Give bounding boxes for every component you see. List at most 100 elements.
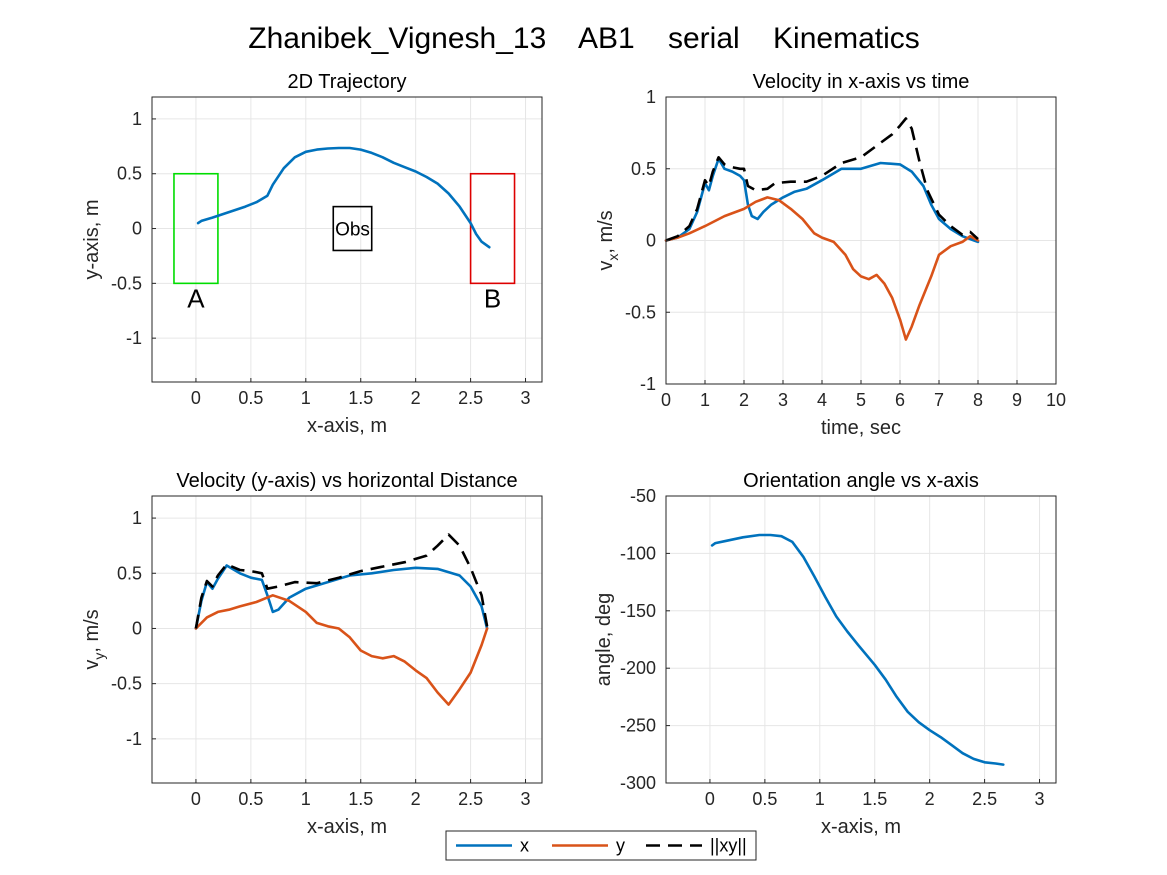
x-tick-label: 2 — [411, 789, 421, 809]
y-tick-label: -0.5 — [625, 302, 656, 322]
chart-vy-distance: 0 0.5 1 1.5 2 2.5 3 -1 -0.5 0 0.5 1 Velocity (y-axis… — [81, 470, 543, 838]
series-x-line — [664, 157, 980, 244]
series-y-line — [194, 594, 489, 706]
x-tick-label: 1 — [815, 789, 825, 809]
x-tick-label: 1 — [301, 388, 311, 408]
chart-vx-time: 0 1 2 3 4 5 6 7 8 9 10 -1 -0.5 0 0.5 1 Velocity in x-axi… — [595, 71, 1066, 439]
x-tick-label: 5 — [856, 390, 866, 410]
chart-title: Orientation angle vs x-axis — [743, 470, 979, 492]
y-axis-label-unit: , m/s — [595, 210, 617, 253]
chart-trajectory: A B Obs 0 0.5 1 1.5 2 2.5 3 -1 -0.5 0 0.5 1 2D Trajecto… — [81, 71, 543, 437]
chart-orientation: 0 0.5 1 1.5 2 2.5 3 -300 -250 -200 -150 -100 -50 Orie… — [593, 470, 1057, 838]
y-axis-label-main: angle, deg — [593, 593, 615, 686]
y-tick-label: -1 — [126, 729, 142, 749]
x-tick-label: 2.5 — [458, 789, 483, 809]
series-y-line — [664, 196, 980, 341]
x-axis-label: x-axis, m — [821, 816, 901, 838]
x-tick-label: 3 — [1035, 789, 1045, 809]
legend-x-label: x — [520, 836, 529, 856]
x-axis-label: x-axis, m — [307, 415, 387, 437]
x-tick-label: 1.5 — [348, 388, 373, 408]
x-tick-label: 0.5 — [238, 388, 263, 408]
y-tick-label: -250 — [620, 716, 656, 736]
y-axis-label-subscript: y — [91, 653, 107, 660]
y-tick-label: -150 — [620, 601, 656, 621]
y-tick-label: 0 — [132, 618, 142, 638]
y-tick-label: 0.5 — [631, 159, 656, 179]
y-tick-label: 0.5 — [117, 164, 142, 184]
axes-frame — [665, 495, 1057, 784]
region-b-label: B — [484, 283, 501, 313]
x-tick-label: 0.5 — [238, 789, 263, 809]
x-tick-label: 3 — [778, 390, 788, 410]
y-tick-label: 0.5 — [117, 563, 142, 583]
chart-title: 2D Trajectory — [288, 71, 407, 93]
chart-title: Velocity in x-axis vs time — [753, 71, 970, 93]
series-xy-line — [665, 117, 979, 242]
y-tick-label: 0 — [132, 219, 142, 239]
y-axis-label: y-axis, m — [81, 200, 103, 280]
x-tick-label: 1.5 — [862, 789, 887, 809]
x-tick-label: 4 — [817, 390, 827, 410]
y-axis-label-subscript: x — [605, 254, 621, 261]
y-tick-label: 1 — [646, 87, 656, 107]
x-tick-label: 2.5 — [458, 388, 483, 408]
x-tick-label: 1 — [700, 390, 710, 410]
series-x-line — [194, 564, 489, 630]
x-tick-label: 8 — [973, 390, 983, 410]
x-tick-label: 2.5 — [972, 789, 997, 809]
y-axis-label-main: y-axis, m — [81, 200, 103, 280]
axes-frame — [151, 495, 543, 784]
y-tick-label: 1 — [132, 109, 142, 129]
y-tick-label: -300 — [620, 773, 656, 793]
legend-xy-label: ||xy|| — [710, 836, 747, 856]
y-tick-label: 0 — [646, 231, 656, 251]
x-tick-label: 2 — [739, 390, 749, 410]
x-tick-label: 10 — [1046, 390, 1066, 410]
x-tick-label: 1 — [301, 789, 311, 809]
x-tick-label: 0.5 — [752, 789, 777, 809]
y-tick-label: -0.5 — [111, 674, 142, 694]
x-tick-label: 7 — [934, 390, 944, 410]
axes-frame — [151, 96, 543, 383]
x-tick-label: 2 — [925, 789, 935, 809]
legend-y-label: y — [616, 836, 625, 856]
series-x-line — [196, 146, 491, 249]
x-tick-label: 0 — [705, 789, 715, 809]
legend: x y ||xy|| — [445, 830, 757, 861]
y-axis-label-unit: , m/s — [81, 609, 103, 652]
x-tick-label: 0 — [661, 390, 671, 410]
series-x-line — [710, 533, 1005, 766]
x-tick-label: 1.5 — [348, 789, 373, 809]
y-axis-label: vy, m/s — [81, 609, 107, 669]
x-tick-label: 6 — [895, 390, 905, 410]
y-tick-label: -100 — [620, 543, 656, 563]
y-tick-label: -1 — [640, 374, 656, 394]
x-tick-label: 3 — [521, 388, 531, 408]
x-tick-label: 0 — [191, 789, 201, 809]
region-obs-label: Obs — [335, 220, 370, 241]
y-axis-label: vx, m/s — [595, 210, 621, 270]
y-axis-label: angle, deg — [593, 593, 615, 686]
x-axis-label: x-axis, m — [307, 816, 387, 838]
y-tick-label: -50 — [630, 486, 656, 506]
figure-title: Zhanibek_Vignesh_13 AB1 serial Kinematic… — [248, 22, 920, 55]
x-tick-label: 2 — [411, 388, 421, 408]
x-tick-label: 0 — [191, 388, 201, 408]
y-tick-label: -0.5 — [111, 273, 142, 293]
series-xy-line — [194, 533, 489, 629]
x-tick-label: 3 — [521, 789, 531, 809]
region-obs-box — [332, 205, 373, 252]
region-a-box — [173, 172, 219, 285]
y-tick-label: 1 — [132, 508, 142, 528]
x-tick-label: 9 — [1012, 390, 1022, 410]
region-b-box — [469, 172, 516, 285]
y-axis-label-main: v — [81, 660, 103, 670]
y-tick-label: -1 — [126, 328, 142, 348]
x-axis-label: time, sec — [821, 417, 901, 439]
region-a-label: A — [187, 283, 205, 313]
y-tick-label: -200 — [620, 658, 656, 678]
y-axis-label-main: v — [595, 261, 617, 271]
chart-title: Velocity (y-axis) vs horizontal Distance — [176, 470, 517, 492]
